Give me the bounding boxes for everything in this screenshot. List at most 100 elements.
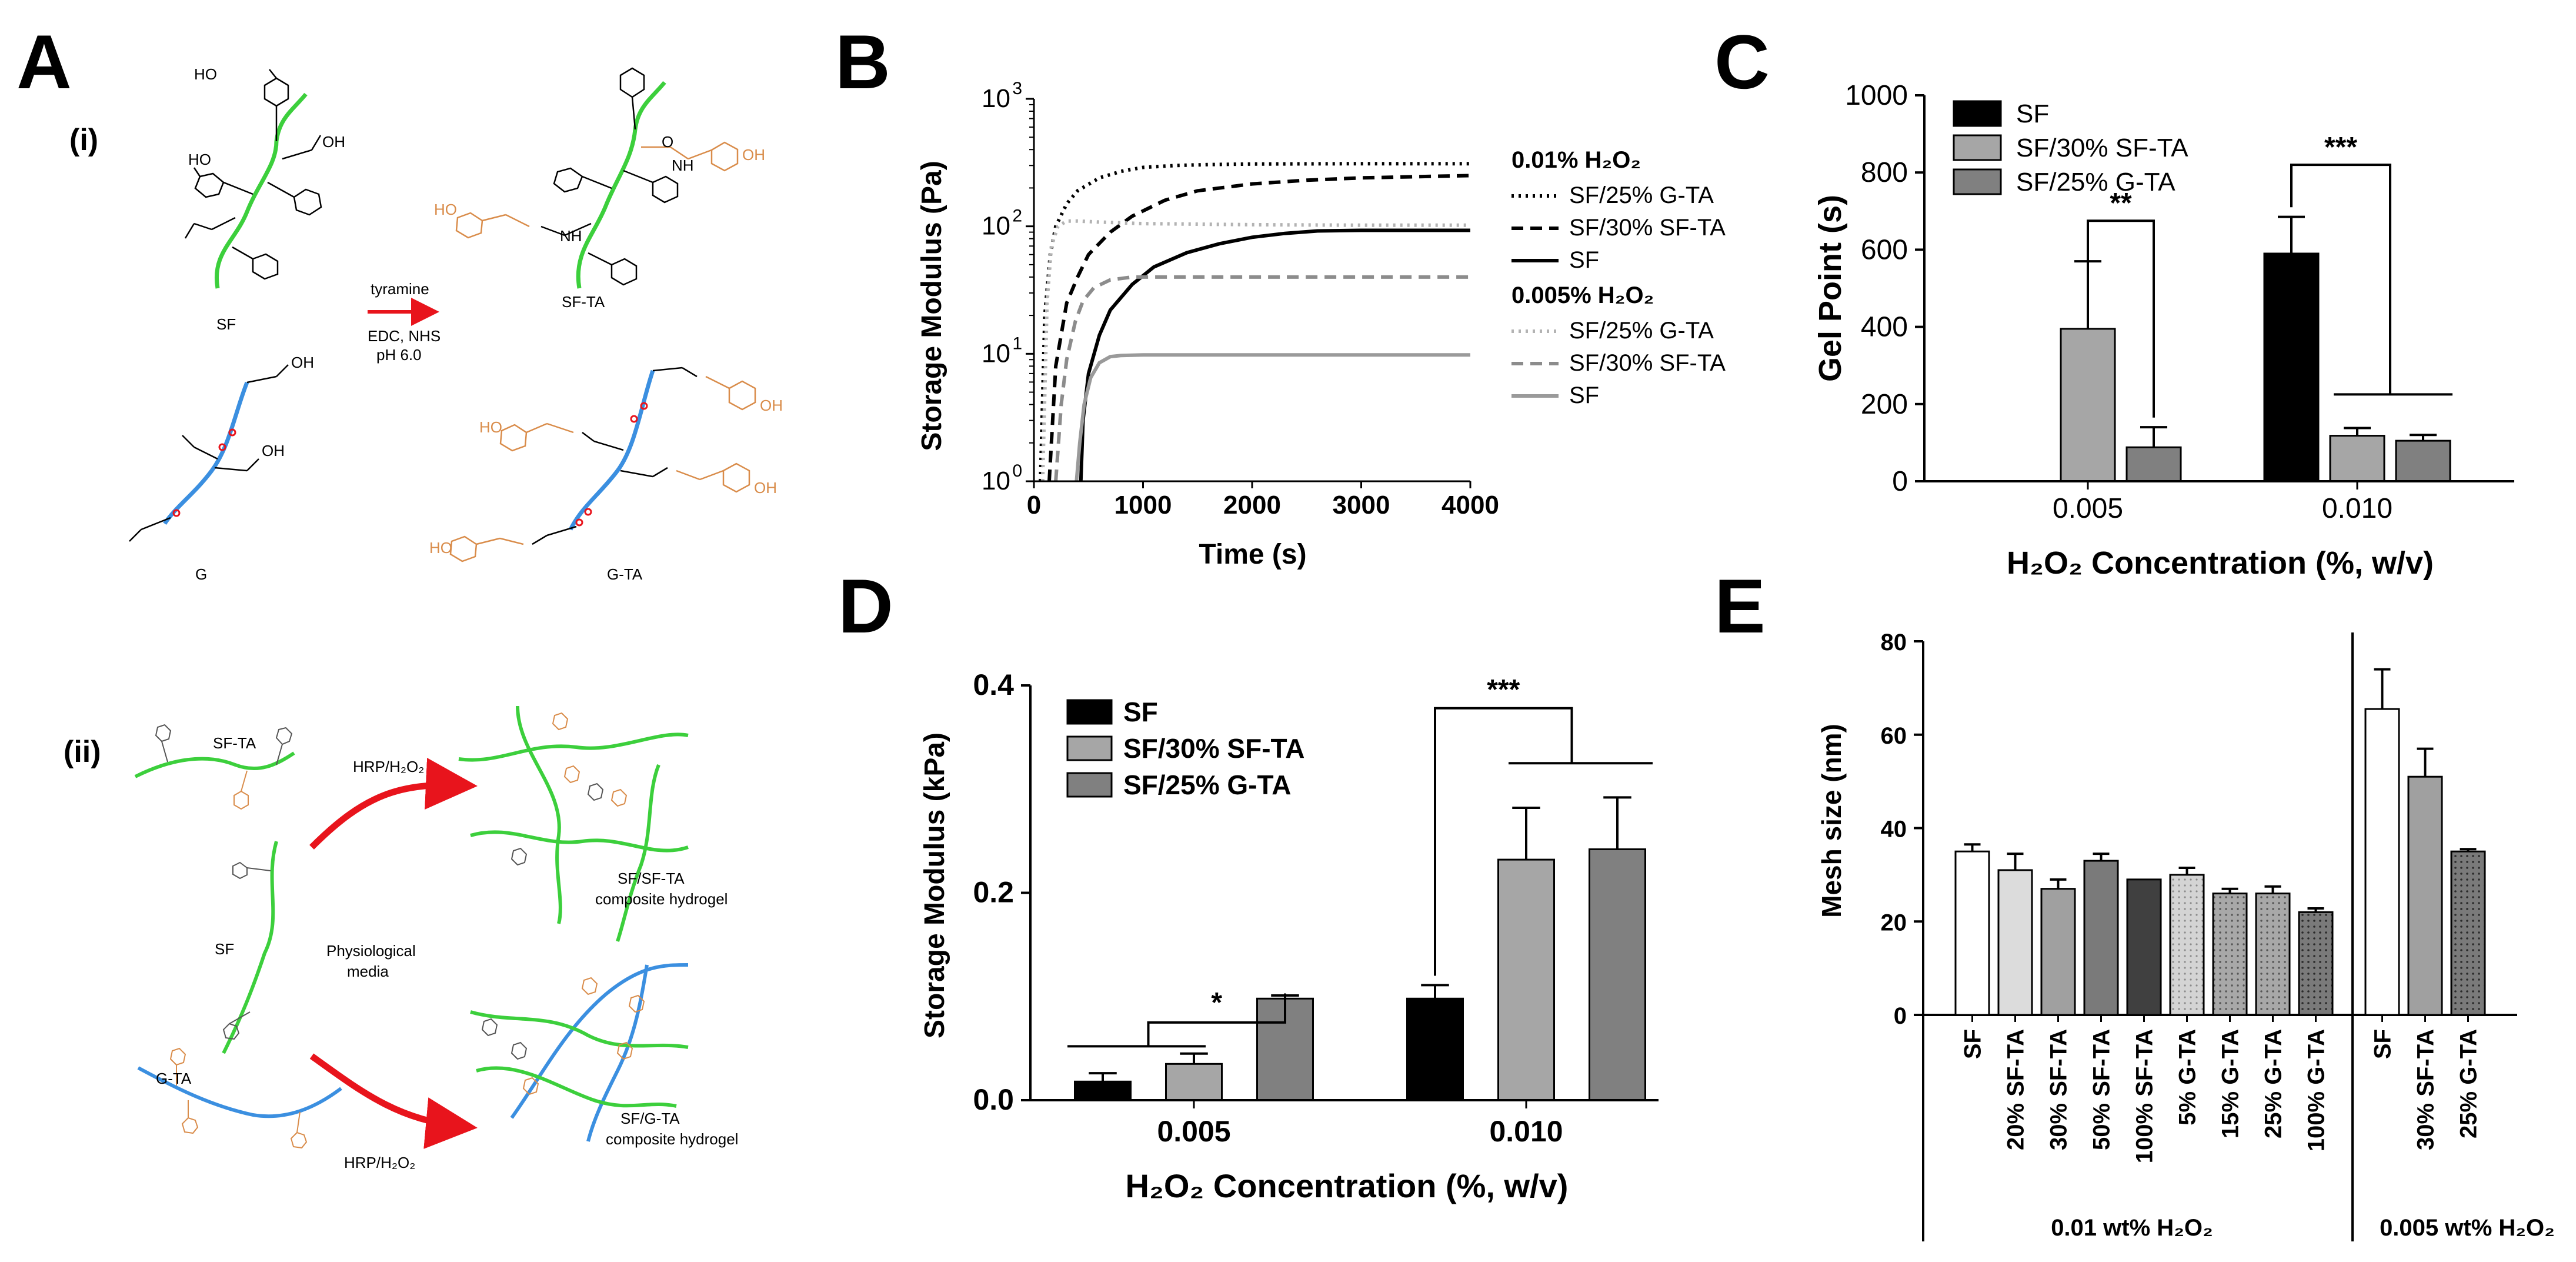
c-x-tick-label: 0.005 [2053, 493, 2123, 524]
scheme-hrp-top: HRP/H₂O₂ [353, 758, 424, 775]
b-legend-entry: SF [1569, 247, 1599, 273]
c-bar-sf-25-g-ta-0-010 [2395, 439, 2451, 482]
d-legend-entry: SF/30% SF-TA [1123, 733, 1304, 764]
scheme-hrp-bottom: HRP/H₂O₂ [344, 1154, 415, 1171]
e-y-tick-label: 60 [1881, 723, 1907, 749]
c-y-tick-label: 1000 [1845, 80, 1908, 111]
e-y-tick-label: 20 [1881, 910, 1907, 935]
b-xlabel: Time (s) [1199, 539, 1306, 570]
c-y-tick-label: 600 [1861, 234, 1908, 265]
g-ta-oh-label-2: OH [754, 479, 777, 497]
g-ta-linkages [575, 402, 648, 527]
c-legend-entry: SF/25% G-TA [2016, 168, 2175, 197]
d-legend-swatch-sf-30-sf-ta [1066, 735, 1113, 761]
b-legend-entry: SF/30% SF-TA [1569, 350, 1726, 376]
b-x-tick-label: 4000 [1442, 491, 1499, 520]
composite-1-network [458, 705, 689, 942]
sf-ta-oh-label: OH [742, 146, 765, 164]
sf-ta-tyramine [455, 141, 739, 239]
b-legend-title: 0.005% H₂O₂ [1511, 282, 1654, 308]
d-sig-label: * [1211, 987, 1222, 1018]
sf-ta-backbone [576, 81, 666, 289]
panel-label-a: A [16, 19, 72, 105]
b-series-0-005-sf [1075, 353, 1470, 482]
e-bar-100-g-ta-g0 [2298, 911, 2334, 1016]
panel-d-storage-modulus: Storage Modulus (kPa) H₂O₂ Concentration… [919, 668, 1659, 1204]
c-bar-sf-30-sf-ta-0-010 [2329, 435, 2385, 482]
e-y-tick-label: 80 [1881, 630, 1907, 655]
e-x-tick-label: SF [1960, 1029, 1986, 1059]
e-bar-100-sf-ta-g0 [2126, 878, 2162, 1016]
reaction-reagent: tyramine [371, 280, 429, 298]
c-sig-label: ** [2110, 188, 2132, 219]
d-sig-bracket [1147, 993, 1286, 1047]
sf-ta-nh-label-2: NH [560, 227, 582, 245]
d-legend-entry: SF [1123, 697, 1158, 727]
scheme-g-ta-label: G-TA [156, 1070, 192, 1087]
e-y-tick-label: 40 [1881, 817, 1907, 843]
reaction-conditions-2: pH 6.0 [376, 346, 422, 364]
g-label: G [195, 565, 207, 583]
reaction-conditions-1: EDC, NHS [368, 327, 441, 345]
sf-ta-label: SF-TA [562, 293, 605, 311]
e-bar-sf-g1 [2364, 708, 2400, 1016]
e-bar-30-sf-ta-g1 [2407, 775, 2443, 1016]
e-bar-5-g-ta-g0 [2169, 874, 2205, 1016]
composite-2-blue [510, 963, 689, 1142]
b-y-tick-exp: 2 [1012, 207, 1022, 226]
scheme-physio-1: Physiological [326, 942, 416, 960]
d-x-tick-label: 0.005 [1157, 1115, 1230, 1148]
d-bar-sf-0-010 [1406, 997, 1464, 1101]
e-group-label: 0.01 wt% H₂O₂ [2051, 1215, 2213, 1241]
d-ylabel: Storage Modulus (kPa) [919, 732, 950, 1038]
sf-backbone [215, 92, 308, 289]
d-bar-sf-0-005 [1074, 1080, 1132, 1101]
d-legend-entry: SF/25% G-TA [1123, 770, 1291, 800]
g-ta-tyramine [449, 375, 756, 562]
b-y-tick-label: 10 [982, 467, 1010, 495]
g-backbone [163, 381, 249, 525]
scheme-sf-ta-strand [134, 751, 295, 778]
c-bar-sf-25-g-ta-0-005 [2125, 446, 2182, 482]
e-x-tick-label: 50% SF-TA [2089, 1029, 2115, 1150]
composite-2-line-2: composite hydrogel [606, 1130, 738, 1148]
b-y-tick-label: 10 [982, 84, 1010, 113]
e-x-tick-label: SF [2370, 1029, 2396, 1059]
c-legend-swatch-sf-30-sf-ta [1953, 134, 2002, 161]
d-legend-swatch-sf-25-g-ta [1066, 772, 1113, 798]
g-ta-ho-label: HO [479, 418, 502, 436]
b-series-0-005-sf-25-g-ta [1040, 219, 1470, 482]
panel-e-mesh-size: Mesh size (nm) 0 20 40 60 80 SF 20% SF-TA 30% S… [1816, 630, 2555, 1241]
scheme-arrow-bottom [309, 1053, 478, 1149]
d-sig-label: *** [1487, 674, 1520, 705]
scheme-sf-label: SF [215, 940, 234, 958]
d-legend-swatch-sf [1066, 699, 1113, 725]
sf-ta-ho-label: HO [434, 201, 457, 218]
e-bar-sf-g0 [1954, 850, 1990, 1016]
sf-side-chains [184, 69, 322, 280]
e-x-tick-label: 25% G-TA [2261, 1029, 2287, 1138]
e-bar-25-g-ta-g1 [2450, 850, 2486, 1016]
e-x-tick-label: 100% SF-TA [2132, 1029, 2158, 1163]
c-sig-bracket [2290, 164, 2391, 395]
panel-label-d: D [838, 563, 893, 649]
sf-ho-label-2: HO [188, 151, 211, 168]
panel-c-gel-point: Gel Point (s) H₂O₂ Concentration (%, w/v… [1813, 80, 2514, 581]
e-x-tick-label: 15% G-TA [2218, 1029, 2244, 1138]
e-bar-15-g-ta-g0 [2212, 893, 2248, 1016]
e-bar-25-g-ta-g0 [2255, 893, 2291, 1016]
composite-1-line-1: SF/SF-TA [618, 870, 685, 887]
composite-1-line-2: composite hydrogel [595, 890, 728, 908]
sf-label: SF [216, 315, 236, 333]
d-bar-sf-25-g-ta-0-010 [1589, 848, 1646, 1101]
sf-ho-label: HO [194, 65, 217, 83]
g-ta-side-chains [532, 367, 698, 545]
panel-label-b: B [835, 19, 890, 105]
c-legend-swatch-sf-25-g-ta [1953, 168, 2002, 195]
d-x-tick-label: 0.010 [1489, 1115, 1563, 1148]
g-ta-backbone [568, 369, 655, 531]
e-x-tick-label: 5% G-TA [2175, 1029, 2201, 1126]
b-y-tick-exp: 3 [1012, 79, 1022, 98]
d-y-tick-label: 0.0 [973, 1083, 1014, 1116]
scheme-arrow-top [309, 758, 478, 850]
